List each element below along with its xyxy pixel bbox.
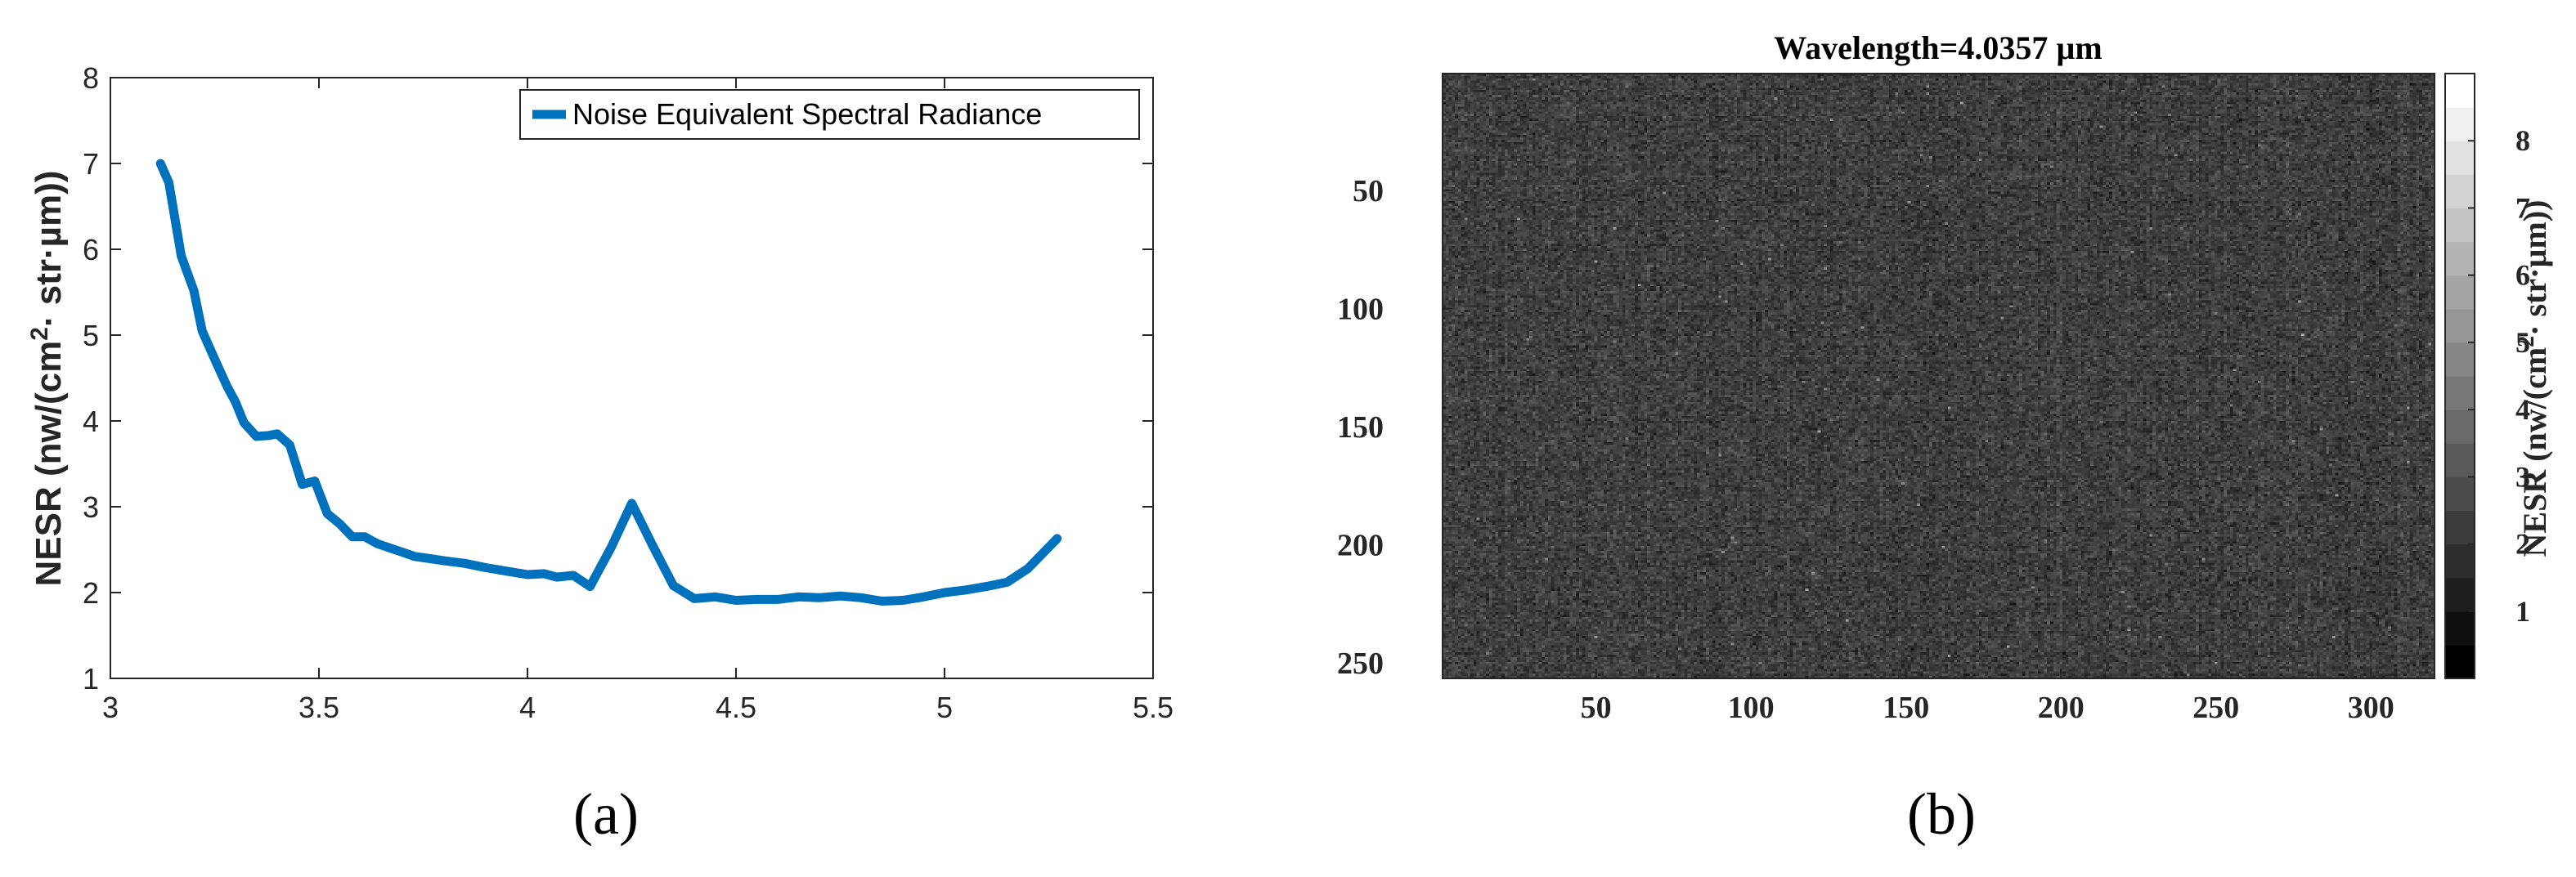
colorbar-level	[2445, 577, 2475, 612]
x-tick-label: 3.5	[298, 691, 339, 724]
heatmap-y-tick-label: 200	[1337, 529, 1384, 563]
panel-a-ylabel-part-2: · str·µm))	[29, 171, 69, 328]
colorbar-level	[2445, 510, 2475, 545]
colorbar-level	[2445, 376, 2475, 410]
heatmap-axes-box	[1442, 73, 2435, 679]
colorbar-level	[2445, 443, 2475, 477]
heatmap-x-tick-label: 250	[2192, 691, 2239, 725]
heatmap-y-tick-label: 100	[1337, 293, 1384, 327]
colorbar: 1 2 3 4 5 6 7 8	[2444, 73, 2530, 679]
heatmap-x-tick-label: 200	[2038, 691, 2085, 725]
colorbar-tick-label: 3	[2515, 460, 2530, 493]
colorbar-level	[2445, 544, 2475, 579]
heatmap-x-tick-label: 300	[2348, 691, 2394, 725]
panel-b-heatmap: Wavelength=4.0357 µm 50 100 150 200 250 300 50…	[1337, 29, 2553, 847]
colorbar-tick-label: 8	[2515, 124, 2530, 157]
y-tick-label: 8	[83, 61, 99, 95]
colorbar-level	[2445, 107, 2475, 141]
heatmap-y-tick-label: 250	[1337, 647, 1384, 681]
colorbar-box	[2444, 73, 2475, 679]
y-tick-label: 6	[83, 233, 99, 266]
heatmap-y-tick-label: 150	[1337, 410, 1384, 445]
colorbar-level	[2445, 208, 2475, 243]
x-tick-label: 4.5	[716, 691, 756, 724]
y-tick-label: 5	[83, 319, 99, 352]
colorbar-tick-label: 2	[2515, 528, 2530, 561]
x-tick-label: 5.5	[1133, 691, 1174, 724]
heatmap-x-tick-label: 50	[1581, 691, 1612, 725]
colorbar-tick-label: 6	[2515, 259, 2530, 292]
panel-b-title: Wavelength=4.0357 µm	[1774, 29, 2102, 66]
panel-a-y-axis-label: NESR (nw/(cm2· str·µm))	[26, 171, 69, 587]
x-tick-label: 4	[519, 691, 536, 724]
panel-a-label: (a)	[573, 781, 639, 847]
heatmap-y-tick-label: 50	[1353, 174, 1384, 208]
colorbar-level	[2445, 409, 2475, 444]
y-tick-label: 4	[83, 405, 99, 438]
y-tick-label: 7	[83, 147, 99, 181]
colorbar-level	[2445, 275, 2475, 310]
colorbar-level	[2445, 241, 2475, 276]
colorbar-level	[2445, 308, 2475, 343]
panel-b-label: (b)	[1907, 781, 1976, 847]
heatmap-x-tick-label: 150	[1883, 691, 1929, 725]
panel-a-line-chart: 3 3.5 4 4.5 5 5.5 1 2 3 4 5 6 7 8 Noise Equivalent Sp…	[26, 61, 1174, 847]
panel-a-axes-box	[110, 77, 1154, 679]
colorbar-tick-label: 1	[2515, 595, 2530, 628]
colorbar-level	[2445, 611, 2475, 646]
y-tick-label: 3	[83, 490, 99, 524]
legend-entry-label: Noise Equivalent Spectral Radiance	[572, 97, 1042, 131]
panel-a-ylabel-part-1: NESR (nw/(cm	[29, 341, 69, 587]
y-tick-label: 2	[83, 576, 99, 610]
colorbar-level	[2445, 644, 2475, 679]
colorbar-label-part-2: · str·µm))	[2516, 200, 2553, 336]
heatmap-x-tick-label: 100	[1728, 691, 1775, 725]
colorbar-label-superscript: 2	[2514, 336, 2539, 347]
colorbar-label-part-1: NESR (nw/(cm	[2516, 347, 2553, 557]
colorbar-tick-label: 4	[2515, 393, 2530, 426]
colorbar-level	[2445, 141, 2475, 175]
colorbar-tick-label: 5	[2515, 326, 2530, 359]
colorbar-tick-label: 7	[2515, 191, 2530, 224]
x-tick-label: 5	[936, 691, 953, 724]
x-tick-label: 3	[102, 691, 119, 724]
colorbar-level	[2445, 74, 2475, 108]
legend-box	[519, 89, 1140, 140]
heatmap-image	[1443, 74, 2435, 678]
colorbar-level	[2445, 477, 2475, 512]
panel-a-ylabel-superscript: 2	[26, 327, 53, 341]
y-tick-label: 1	[83, 662, 99, 696]
colorbar-level	[2445, 342, 2475, 377]
legend: Noise Equivalent Spectral Radiance	[519, 89, 1140, 140]
colorbar-level	[2445, 174, 2475, 209]
nesr-series-line	[155, 159, 1062, 606]
colorbar-label: NESR (nw/(cm2· str·µm))	[2514, 200, 2553, 557]
